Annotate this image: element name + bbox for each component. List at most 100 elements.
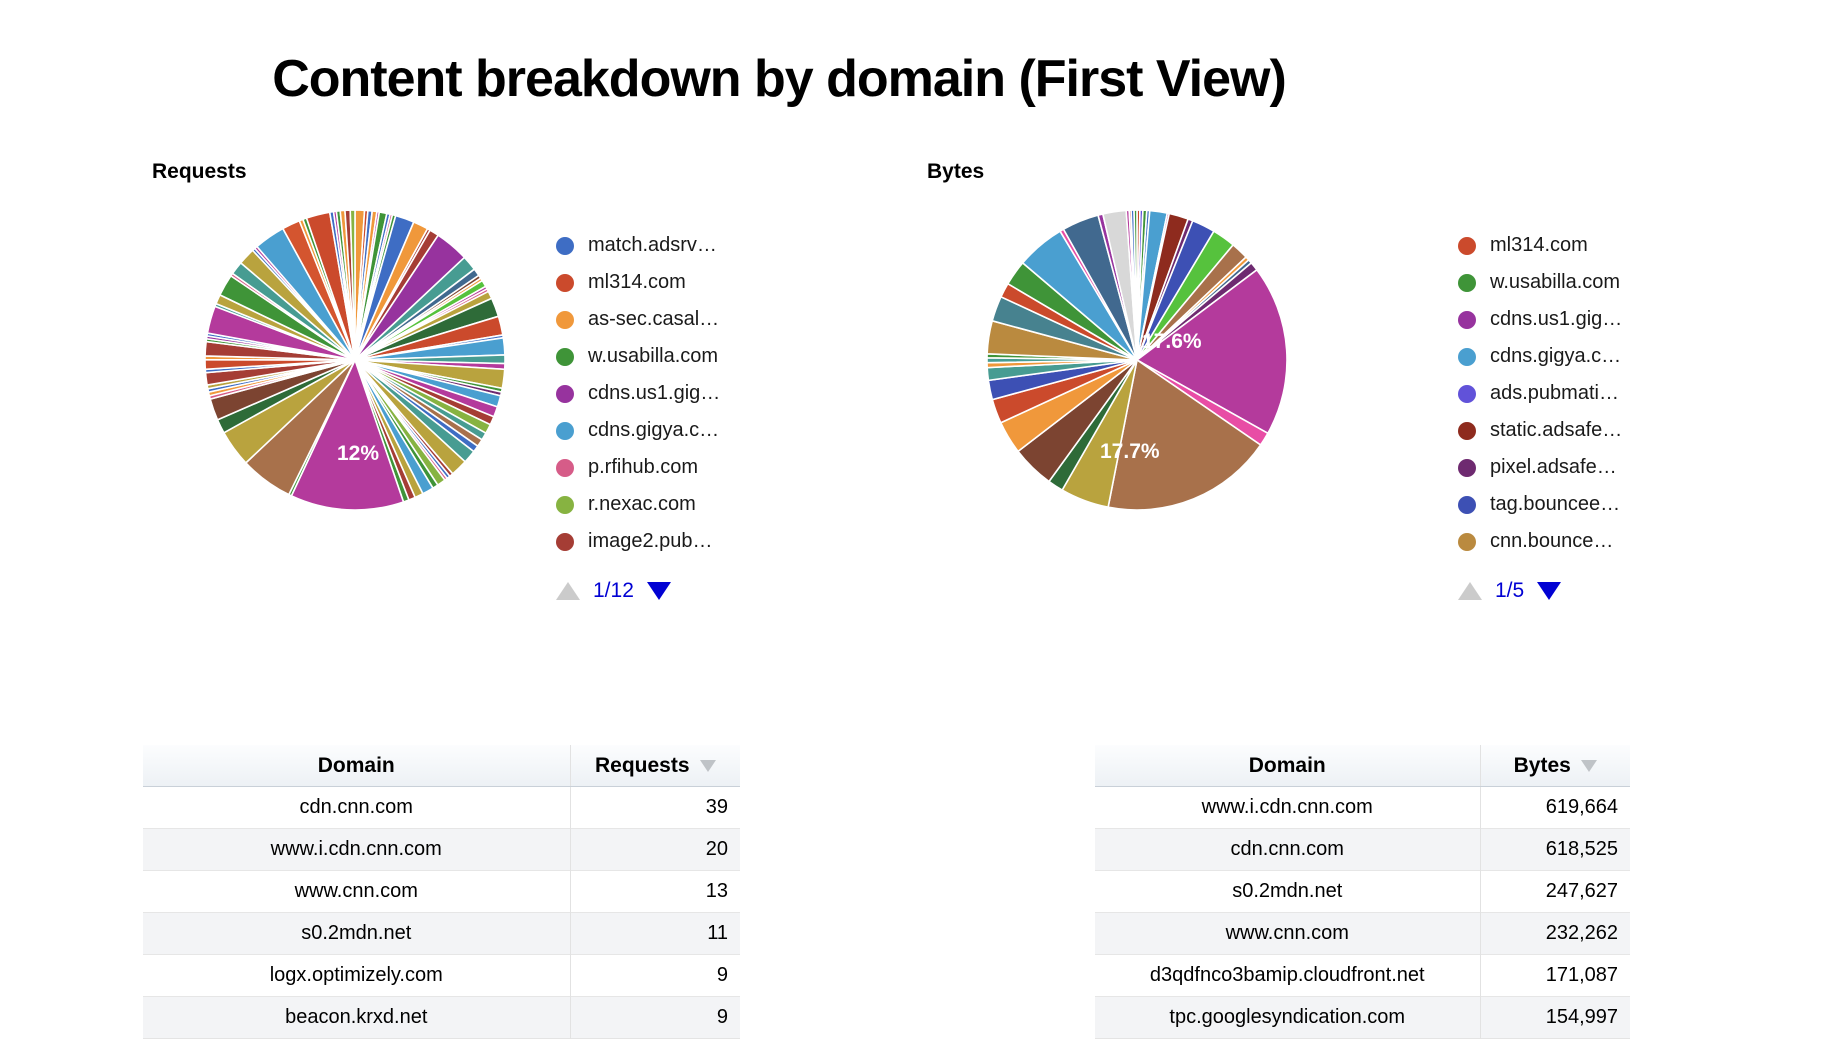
legend-label: cdns.gigya.c… (588, 419, 720, 441)
legend-item: cnn.bounce… (1458, 523, 1622, 560)
domain-cell: logx.optimizely.com (143, 954, 570, 997)
bytes-table: Domain Bytes www.i.cdn.cnn.com 619,664 cdn.c… (1095, 745, 1630, 1039)
domain-cell: www.cnn.com (143, 870, 570, 913)
table-row[interactable]: tpc.googlesyndication.com 154,997 (1095, 996, 1630, 1039)
requests-table: Domain Requests cdn.cnn.com 39 www.i.cdn.cnn… (143, 745, 740, 1039)
legend-item: pixel.adsafe… (1458, 449, 1622, 486)
table-row[interactable]: www.i.cdn.cnn.com 20 (143, 828, 740, 871)
table-row[interactable]: s0.2mdn.net 11 (143, 912, 740, 955)
requests-legend: match.adsrv… ml314.com as-sec.casal… w.usab… (556, 227, 720, 560)
legend-item: as-sec.casal… (556, 301, 720, 338)
bytes-legend-page-indicator: 1/5 (1495, 579, 1525, 602)
table-row[interactable]: logx.optimizely.com 9 (143, 954, 740, 997)
pie-slice[interactable] (1133, 209, 1138, 361)
requests-slice-percent-label: 12% (337, 442, 380, 465)
legend-item: cdns.us1.gig… (556, 375, 720, 412)
legend-swatch-icon (1458, 310, 1476, 329)
legend-swatch-icon (1458, 273, 1476, 292)
page-title: Content breakdown by domain (First View) (272, 49, 1287, 108)
legend-label: cnn.bounce… (1490, 530, 1614, 552)
legend-prev-page-icon[interactable] (1458, 582, 1482, 600)
value-cell: 9 (569, 954, 740, 997)
legend-swatch-icon (556, 458, 574, 477)
legend-item: ml314.com (556, 264, 720, 301)
legend-swatch-icon (556, 236, 574, 255)
legend-item: ads.pubmati… (1458, 375, 1622, 412)
legend-swatch-icon (1458, 347, 1476, 366)
domain-cell: www.i.cdn.cnn.com (143, 828, 570, 871)
table-row[interactable]: beacon.krxd.net 9 (143, 996, 740, 1039)
legend-label: match.adsrv… (588, 234, 717, 256)
legend-label: ads.pubmati… (1490, 382, 1619, 404)
legend-swatch-icon (556, 384, 574, 403)
legend-label: w.usabilla.com (1490, 271, 1621, 293)
requests-pie-chart[interactable] (203, 208, 507, 512)
table-row[interactable]: s0.2mdn.net 247,627 (1095, 870, 1630, 913)
domain-cell: cdn.cnn.com (1095, 828, 1480, 871)
table-header-row: Domain Requests (143, 745, 740, 787)
legend-label: tag.bouncee… (1490, 493, 1621, 515)
domain-cell: beacon.krxd.net (143, 996, 570, 1039)
domain-cell: www.i.cdn.cnn.com (1201, 796, 1373, 818)
bytes-pie-chart[interactable] (985, 208, 1289, 512)
sort-descending-icon (699, 759, 716, 772)
legend-label: p.rfihub.com (588, 456, 699, 478)
legend-swatch-icon (556, 495, 574, 514)
table-row[interactable]: www.i.cdn.cnn.com 619,664 (1095, 786, 1630, 829)
legend-label: image2.pub… (588, 530, 713, 552)
legend-item: cdns.gigya.c… (1458, 338, 1622, 375)
legend-item: w.usabilla.com (1458, 264, 1622, 301)
column-header-label: Domain (1248, 753, 1326, 777)
legend-swatch-icon (1458, 236, 1476, 255)
legend-item: cdns.us1.gig… (1458, 301, 1622, 338)
table-row[interactable]: www.cnn.com 13 (143, 870, 740, 913)
table-row[interactable]: cdn.cnn.com 618,525 (1095, 828, 1630, 871)
legend-item: r.nexac.com (556, 486, 720, 523)
column-header-domain[interactable]: Domain (1095, 745, 1480, 787)
legend-prev-page-icon[interactable] (556, 582, 580, 600)
pie-slice[interactable] (1135, 268, 1288, 435)
legend-label: pixel.adsafe… (1490, 456, 1617, 478)
bytes-slice-percent-label: 17.6% (1142, 330, 1202, 353)
legend-item: p.rfihub.com (556, 449, 720, 486)
table-row[interactable]: cdn.cnn.com 39 (143, 786, 740, 829)
legend-next-page-icon[interactable] (646, 582, 671, 600)
table-header-row: Domain Bytes (1095, 745, 1630, 787)
value-cell: 20 (569, 828, 740, 871)
table-row[interactable]: www.cnn.com 232,262 (1095, 912, 1630, 955)
column-header-domain[interactable]: Domain (143, 745, 570, 787)
column-header-label: Requests (594, 753, 690, 777)
bytes-legend-pager: 1/5 (1458, 578, 1562, 604)
column-header-label: Domain (317, 753, 395, 777)
pie-slice[interactable] (349, 209, 356, 361)
domain-cell: s0.2mdn.net (143, 912, 570, 955)
legend-next-page-icon[interactable] (1537, 582, 1562, 600)
domain-cell: d3qdfnco3bamip.cloudfront.net (1095, 954, 1480, 997)
value-cell: 154,997 (1479, 996, 1630, 1039)
column-header-bytes[interactable]: Bytes (1479, 745, 1630, 787)
bytes-legend: ml314.com w.usabilla.com cdns.us1.gig… cdns… (1458, 227, 1622, 560)
domain-cell: s0.2mdn.net (1095, 870, 1480, 913)
legend-swatch-icon (1458, 384, 1476, 403)
legend-label: as-sec.casal… (588, 308, 720, 330)
legend-label: ml314.com (588, 271, 686, 293)
legend-label: cdns.gigya.c… (1490, 345, 1622, 367)
legend-item: match.adsrv… (556, 227, 720, 264)
legend-swatch-icon (1458, 458, 1476, 477)
value-cell: 39 (569, 786, 740, 829)
legend-item: tag.bouncee… (1458, 486, 1622, 523)
pie-slice[interactable] (290, 357, 405, 511)
column-header-requests[interactable]: Requests (569, 745, 740, 787)
value-cell: 171,087 (1479, 954, 1630, 997)
legend-label: ml314.com (1490, 234, 1588, 256)
legend-swatch-icon (1458, 495, 1476, 514)
pie-slice[interactable] (1107, 358, 1262, 511)
legend-swatch-icon (556, 310, 574, 329)
legend-item: w.usabilla.com (556, 338, 720, 375)
legend-item: image2.pub… (556, 523, 720, 560)
table-row[interactable]: d3qdfnco3bamip.cloudfront.net 171,087 (1095, 954, 1630, 997)
bytes-slice-percent-label: 17.7% (1100, 440, 1160, 463)
sort-descending-icon (1580, 759, 1597, 772)
legend-label: cdns.us1.gig… (588, 382, 721, 404)
requests-legend-page-indicator: 1/12 (593, 579, 634, 602)
